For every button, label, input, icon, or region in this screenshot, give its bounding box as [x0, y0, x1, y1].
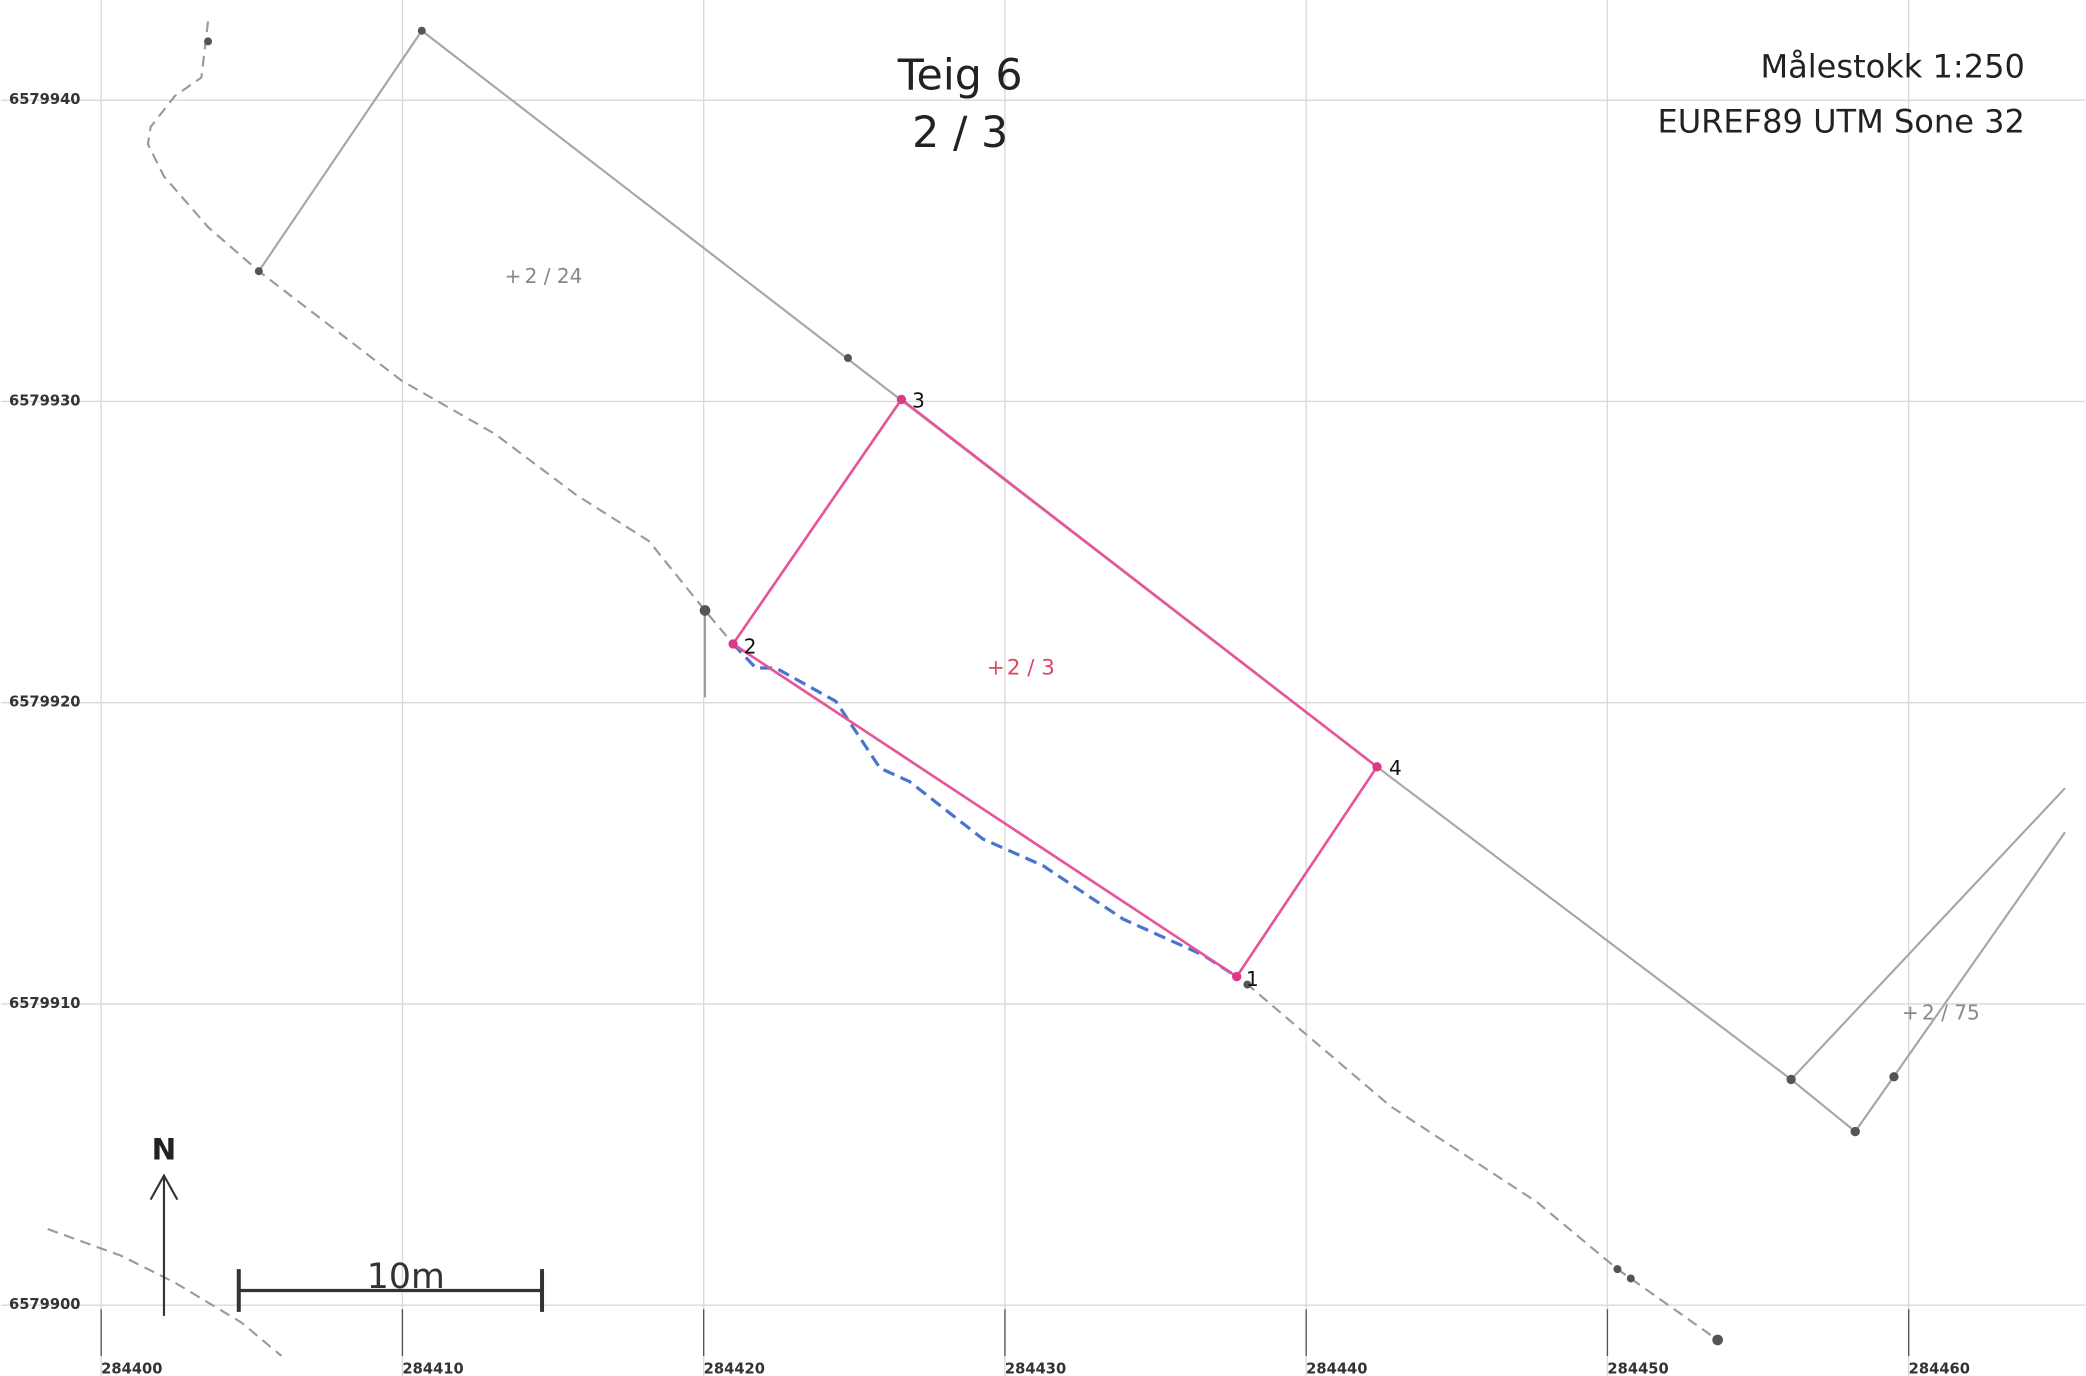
northing-label: 6579940 [9, 91, 81, 108]
vertex [843, 354, 852, 363]
easting-label: 284400 [101, 1360, 162, 1376]
boundary [257, 29, 2066, 1081]
easting-label: 284430 [1005, 1360, 1066, 1376]
vertex [1613, 1265, 1622, 1274]
northing-label: 6579930 [9, 392, 81, 409]
vertex [699, 605, 711, 616]
vertex [417, 26, 426, 35]
title: Teig 6 [897, 51, 1023, 101]
vertex [1712, 1334, 1723, 1346]
vertex [896, 394, 907, 405]
scale-bar-label: 10m [367, 1257, 445, 1297]
vertex [1232, 971, 1242, 982]
vertex [728, 639, 738, 649]
dashed-boundary [146, 21, 734, 645]
vertex [1850, 1126, 1860, 1137]
parcel-vertices [728, 394, 1382, 982]
parcel-marker: + [987, 656, 1005, 681]
easting-label: 284460 [1909, 1360, 1970, 1376]
crs-text: EUREF89 UTM Sone 32 [1657, 102, 2024, 140]
vertex [1243, 980, 1252, 989]
parcel-marker: + [505, 264, 522, 288]
easting-label: 284420 [704, 1360, 765, 1376]
north-arrow-head [149, 1173, 179, 1201]
scale-text: Målestokk 1:250 [1760, 47, 2024, 85]
dashed-boundary [1245, 982, 1719, 1341]
vertex [1626, 1274, 1635, 1283]
vertex [204, 37, 213, 46]
vertex [1372, 762, 1382, 772]
dashed-boundary [47, 1228, 283, 1357]
boundary [1790, 831, 2066, 1134]
point-label: 3 [912, 388, 925, 412]
vertex [254, 267, 263, 276]
vertices [204, 26, 1899, 1346]
easting-label: 284410 [402, 1360, 463, 1376]
parcel-label: 2 / 75 [1922, 1000, 1980, 1024]
parcel-outline [731, 397, 1379, 979]
easting-label: 284450 [1607, 1360, 1668, 1376]
point-label: 2 [744, 634, 757, 658]
point-label: 4 [1389, 756, 1402, 780]
point-label: 1 [1246, 967, 1259, 991]
parcel-marker: + [1902, 1000, 1919, 1024]
subtitle: 2 / 3 [912, 108, 1008, 158]
parcel-label: 2 / 24 [525, 264, 583, 288]
vertex [1786, 1074, 1796, 1085]
point-labels: 1 2 3 4 [744, 388, 1402, 990]
north-label: N [152, 1133, 177, 1167]
northing-label: 6579920 [9, 694, 81, 711]
parcel-label: 2 / 3 [1007, 656, 1055, 681]
northing-label: 6579900 [9, 1296, 81, 1313]
easting-label: 284440 [1306, 1360, 1367, 1376]
northing-label: 6579910 [9, 995, 81, 1012]
vertex [1889, 1072, 1899, 1082]
